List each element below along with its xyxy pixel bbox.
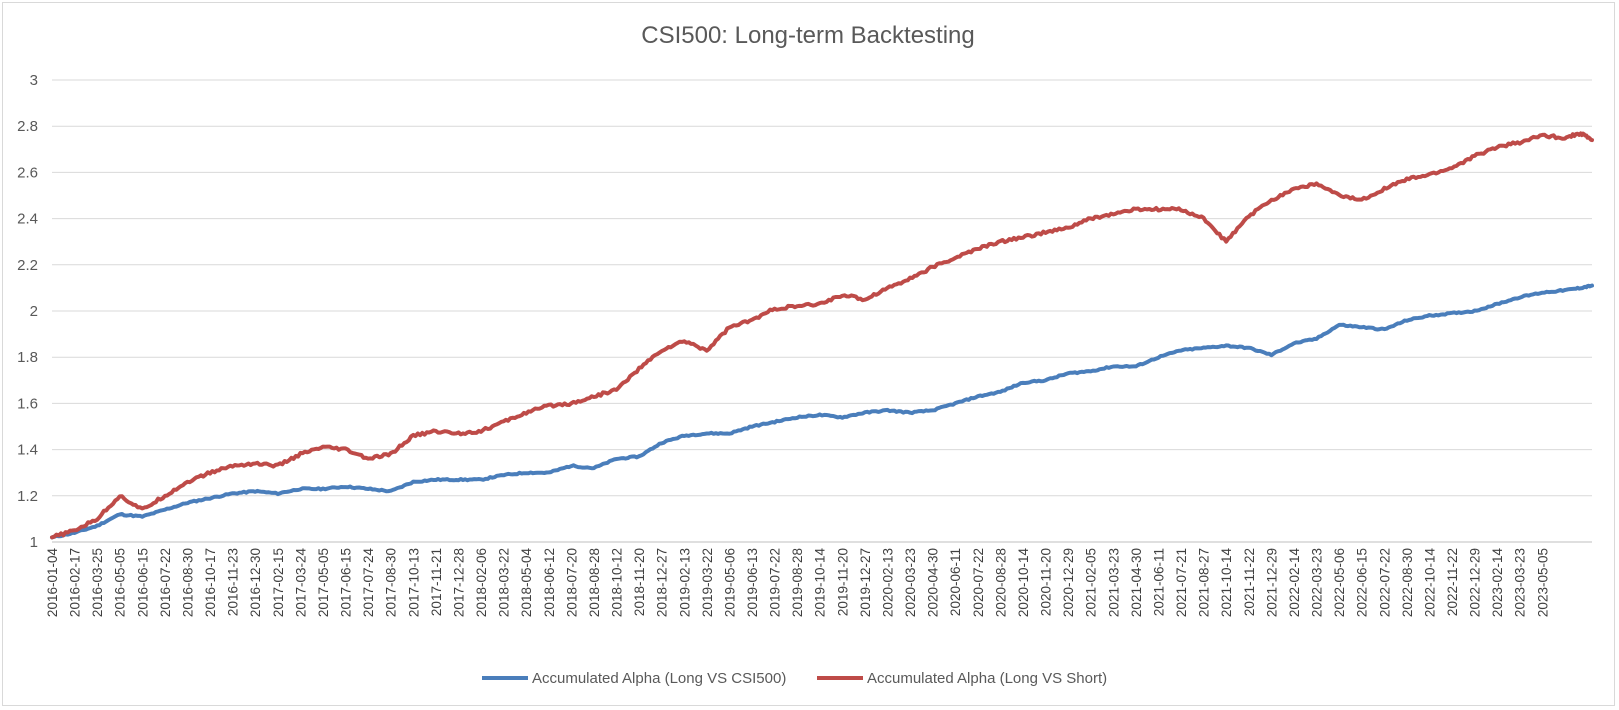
x-tick-label: 2017-02-15 bbox=[271, 548, 286, 617]
x-tick-label: 2020-12-29 bbox=[1061, 548, 1076, 617]
x-tick-label: 2017-08-30 bbox=[384, 548, 399, 617]
x-tick-label: 2016-10-17 bbox=[203, 548, 218, 617]
x-tick-label: 2016-08-30 bbox=[180, 548, 195, 617]
chart-title: CSI500: Long-term Backtesting bbox=[641, 22, 975, 49]
x-tick-label: 2019-02-13 bbox=[677, 548, 692, 617]
x-tick-label: 2020-04-30 bbox=[926, 548, 941, 617]
x-tick-label: 2021-11-22 bbox=[1242, 548, 1257, 616]
x-tick-label: 2023-03-23 bbox=[1513, 548, 1528, 617]
x-tick-label: 2018-06-12 bbox=[542, 548, 557, 617]
series-line-0 bbox=[50, 283, 1594, 540]
x-tick-label: 2020-10-14 bbox=[1016, 548, 1031, 618]
x-tick-label: 2018-12-27 bbox=[655, 548, 670, 617]
x-tick-label: 2023-05-05 bbox=[1535, 548, 1550, 617]
x-tick-label: 2018-02-06 bbox=[474, 548, 489, 617]
y-tick-label: 1 bbox=[30, 534, 38, 551]
x-tick-label: 2017-06-15 bbox=[339, 548, 354, 617]
x-tick-label: 2020-02-13 bbox=[880, 548, 895, 617]
x-tick-label: 2022-02-14 bbox=[1287, 548, 1302, 618]
x-tick-label: 2016-11-23 bbox=[226, 548, 241, 616]
series-lines bbox=[50, 131, 1594, 540]
x-tick-label: 2019-05-06 bbox=[722, 548, 737, 617]
x-tick-label: 2021-04-30 bbox=[1129, 548, 1144, 617]
y-tick-label: 2.8 bbox=[17, 118, 38, 135]
x-tick-label: 2022-05-06 bbox=[1332, 548, 1347, 617]
y-axis-ticks: 1 1.2 1.4 1.6 1.8 2 2.2 2.4 2.6 2.8 3 bbox=[17, 72, 38, 551]
x-tick-label: 2017-07-24 bbox=[361, 548, 376, 618]
y-tick-label: 2.6 bbox=[17, 164, 38, 181]
x-tick-label: 2019-03-22 bbox=[700, 548, 715, 617]
legend: Accumulated Alpha (Long VS CSI500) Accum… bbox=[482, 670, 1107, 687]
x-tick-label: 2022-12-29 bbox=[1468, 548, 1483, 617]
x-tick-label: 2022-06-15 bbox=[1355, 548, 1370, 617]
y-tick-label: 1.2 bbox=[17, 488, 38, 505]
x-tick-label: 2016-05-05 bbox=[113, 548, 128, 617]
x-tick-label: 2021-03-23 bbox=[1106, 548, 1121, 617]
x-tick-label: 2021-06-11 bbox=[1151, 548, 1166, 616]
x-tick-label: 2018-05-04 bbox=[519, 548, 534, 618]
y-tick-label: 1.4 bbox=[17, 442, 38, 459]
x-tick-label: 2022-07-22 bbox=[1377, 548, 1392, 617]
x-tick-label: 2020-11-20 bbox=[1039, 548, 1054, 616]
x-tick-label: 2019-06-13 bbox=[745, 548, 760, 617]
x-tick-label: 2022-08-30 bbox=[1400, 548, 1415, 617]
x-tick-label: 2021-12-29 bbox=[1264, 548, 1279, 617]
x-tick-label: 2018-11-20 bbox=[632, 548, 647, 616]
x-tick-label: 2016-07-22 bbox=[158, 548, 173, 617]
y-tick-label: 2 bbox=[30, 303, 38, 320]
x-tick-label: 2022-03-23 bbox=[1310, 548, 1325, 617]
y-tick-label: 3 bbox=[30, 72, 38, 89]
x-tick-label: 2018-07-20 bbox=[564, 548, 579, 617]
x-tick-label: 2021-08-27 bbox=[1197, 548, 1212, 617]
x-tick-label: 2017-11-21 bbox=[429, 548, 444, 616]
x-tick-label: 2022-11-22 bbox=[1445, 548, 1460, 616]
y-tick-label: 1.6 bbox=[17, 395, 38, 412]
x-tick-label: 2018-03-22 bbox=[497, 548, 512, 617]
y-tick-label: 2.2 bbox=[17, 257, 38, 274]
x-tick-label: 2019-07-22 bbox=[768, 548, 783, 617]
y-tick-label: 2.4 bbox=[17, 211, 38, 228]
x-tick-label: 2017-05-05 bbox=[316, 548, 331, 617]
x-tick-label: 2020-08-28 bbox=[993, 548, 1008, 617]
x-tick-label: 2016-03-25 bbox=[90, 548, 105, 617]
x-axis-ticks: 2016-01-04 2016-02-17 2016-03-25 2016-05-05… bbox=[45, 548, 1550, 618]
series-line-1 bbox=[50, 131, 1594, 540]
x-tick-label: 2020-07-22 bbox=[971, 548, 986, 617]
x-tick-label: 2019-08-28 bbox=[790, 548, 805, 617]
x-tick-label: 2022-10-14 bbox=[1422, 548, 1437, 618]
x-tick-label: 2019-11-20 bbox=[835, 548, 850, 616]
x-tick-label: 2019-10-14 bbox=[813, 548, 828, 618]
legend-label-long-vs-short: Accumulated Alpha (Long VS Short) bbox=[867, 670, 1107, 687]
x-tick-label: 2016-01-04 bbox=[45, 548, 60, 618]
x-tick-label: 2018-08-28 bbox=[587, 548, 602, 617]
x-tick-label: 2016-12-30 bbox=[248, 548, 263, 617]
legend-label-long-vs-csi500: Accumulated Alpha (Long VS CSI500) bbox=[532, 670, 786, 687]
x-tick-label: 2016-06-15 bbox=[135, 548, 150, 617]
gridlines bbox=[52, 79, 1592, 543]
x-tick-label: 2019-12-27 bbox=[858, 548, 873, 617]
x-tick-label: 2020-03-23 bbox=[903, 548, 918, 617]
x-tick-label: 2018-10-12 bbox=[610, 548, 625, 617]
x-tick-label: 2017-12-28 bbox=[451, 548, 466, 617]
x-tick-label: 2020-06-11 bbox=[948, 548, 963, 616]
x-tick-label: 2021-07-21 bbox=[1174, 548, 1189, 617]
x-tick-label: 2023-02-14 bbox=[1490, 548, 1505, 618]
x-tick-label: 2017-03-24 bbox=[293, 548, 308, 618]
x-tick-label: 2021-02-05 bbox=[1084, 548, 1099, 617]
x-tick-label: 2016-02-17 bbox=[68, 548, 83, 617]
x-tick-label: 2017-10-13 bbox=[406, 548, 421, 617]
x-tick-label: 2021-10-14 bbox=[1219, 548, 1234, 618]
y-tick-label: 1.8 bbox=[17, 349, 38, 366]
